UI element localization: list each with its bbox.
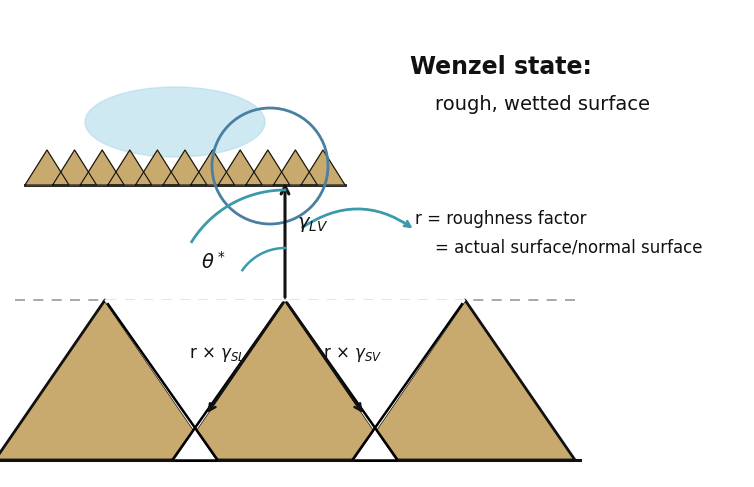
Text: = actual surface/normal surface: = actual surface/normal surface — [435, 238, 703, 256]
Polygon shape — [274, 150, 317, 185]
Polygon shape — [105, 300, 285, 460]
Polygon shape — [191, 150, 234, 185]
Text: Wenzel state:: Wenzel state: — [410, 55, 592, 79]
Polygon shape — [218, 150, 262, 185]
Polygon shape — [0, 300, 215, 460]
Polygon shape — [246, 150, 290, 185]
Polygon shape — [108, 150, 152, 185]
Polygon shape — [355, 300, 575, 460]
Text: r $\times$ $\gamma_{SL}$: r $\times$ $\gamma_{SL}$ — [188, 345, 245, 364]
Polygon shape — [163, 150, 207, 185]
Polygon shape — [136, 150, 179, 185]
Ellipse shape — [85, 87, 265, 157]
Polygon shape — [25, 150, 69, 185]
Text: $\theta^*$: $\theta^*$ — [201, 251, 225, 273]
Polygon shape — [285, 300, 465, 460]
Text: r $\times$ $\gamma_{SV}$: r $\times$ $\gamma_{SV}$ — [323, 345, 382, 364]
Polygon shape — [175, 300, 395, 460]
Text: rough, wetted surface: rough, wetted surface — [435, 95, 650, 114]
Polygon shape — [301, 150, 345, 185]
Polygon shape — [53, 150, 97, 185]
Polygon shape — [80, 150, 124, 185]
Text: $\gamma_{LV}$: $\gamma_{LV}$ — [297, 216, 328, 235]
Text: r = roughness factor: r = roughness factor — [415, 210, 587, 228]
